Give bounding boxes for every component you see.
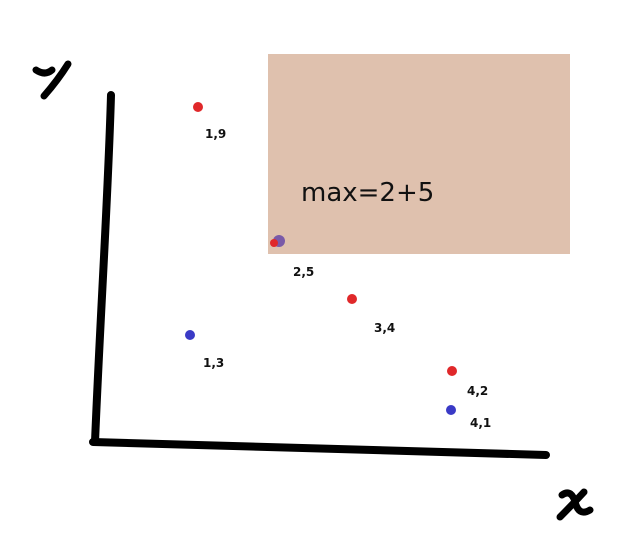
point-1-9-label: 1,9 <box>205 127 226 141</box>
point-4-2-marker <box>447 366 457 376</box>
point-2-5-marker <box>270 235 285 247</box>
point-4-1-marker <box>446 405 456 415</box>
max-region-label: max=2+5 <box>301 178 434 208</box>
max-region-box <box>268 54 570 254</box>
point-3-4-label: 3,4 <box>374 321 395 335</box>
point-1-3-marker <box>185 330 195 340</box>
y-axis-line <box>91 91 115 446</box>
point-2-5-label: 2,5 <box>293 265 314 279</box>
point-3-4-marker <box>347 294 357 304</box>
point-1-9-marker <box>193 102 203 112</box>
point-1-3-label: 1,3 <box>203 356 224 370</box>
x-axis-letter <box>556 488 594 521</box>
point-4-1-label: 4,1 <box>470 416 491 430</box>
point-4-2-label: 4,2 <box>467 384 488 398</box>
y-axis-letter <box>32 60 72 100</box>
x-axis-line <box>89 438 550 459</box>
